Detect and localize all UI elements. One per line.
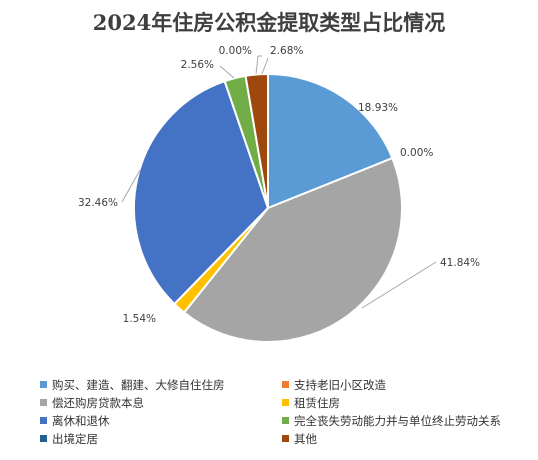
legend-label: 支持老旧小区改造 bbox=[294, 378, 386, 392]
legend-label: 购买、建造、翻建、大修自住住房 bbox=[52, 378, 225, 392]
pie-slice bbox=[244, 72, 269, 209]
pie-slice bbox=[267, 72, 394, 210]
data-label: 0.00% bbox=[400, 147, 433, 159]
data-label: 41.84% bbox=[440, 257, 480, 269]
data-label: 2.56% bbox=[181, 59, 214, 71]
data-label: 2.68% bbox=[270, 45, 303, 57]
legend-item: 租赁住房 bbox=[282, 396, 340, 410]
pie-slice bbox=[182, 156, 403, 343]
legend-item: 偿还购房贷款本息 bbox=[40, 396, 144, 410]
data-label: 0.00% bbox=[219, 45, 252, 57]
legend-item: 购买、建造、翻建、大修自住住房 bbox=[40, 378, 225, 392]
legend-swatch bbox=[282, 417, 289, 424]
pie-slice bbox=[133, 79, 270, 306]
legend-swatch bbox=[282, 399, 289, 406]
legend-label: 偿还购房贷款本息 bbox=[52, 396, 144, 410]
leader-line bbox=[255, 55, 262, 75]
legend-item: 支持老旧小区改造 bbox=[282, 378, 386, 392]
chart-title: 2024年住房公积金提取类型占比情况 bbox=[92, 10, 446, 35]
legend-label: 其他 bbox=[294, 432, 317, 446]
legend-swatch bbox=[40, 381, 47, 388]
legend-label: 完全丧失劳动能力并与单位终止劳动关系 bbox=[294, 414, 501, 428]
data-label: 18.93% bbox=[358, 102, 398, 114]
data-label: 32.46% bbox=[78, 197, 118, 209]
legend-swatch bbox=[40, 417, 47, 424]
leader-line bbox=[361, 261, 437, 309]
leader-line bbox=[261, 57, 269, 75]
legend-label: 出境定居 bbox=[52, 432, 98, 446]
leader-line bbox=[121, 169, 141, 203]
legend-swatch bbox=[40, 399, 47, 406]
legend-label: 租赁住房 bbox=[294, 396, 340, 410]
data-label: 1.54% bbox=[123, 313, 156, 325]
legend-item: 离休和退休 bbox=[40, 414, 110, 428]
legend-swatch bbox=[282, 381, 289, 388]
legend-label: 离休和退休 bbox=[52, 414, 110, 428]
legend-item: 出境定居 bbox=[40, 432, 98, 446]
legend-swatch bbox=[282, 435, 289, 442]
legend-item: 其他 bbox=[282, 432, 317, 446]
legend-item: 完全丧失劳动能力并与单位终止劳动关系 bbox=[282, 414, 501, 428]
legend-swatch bbox=[40, 435, 47, 442]
leader-line bbox=[219, 65, 235, 79]
